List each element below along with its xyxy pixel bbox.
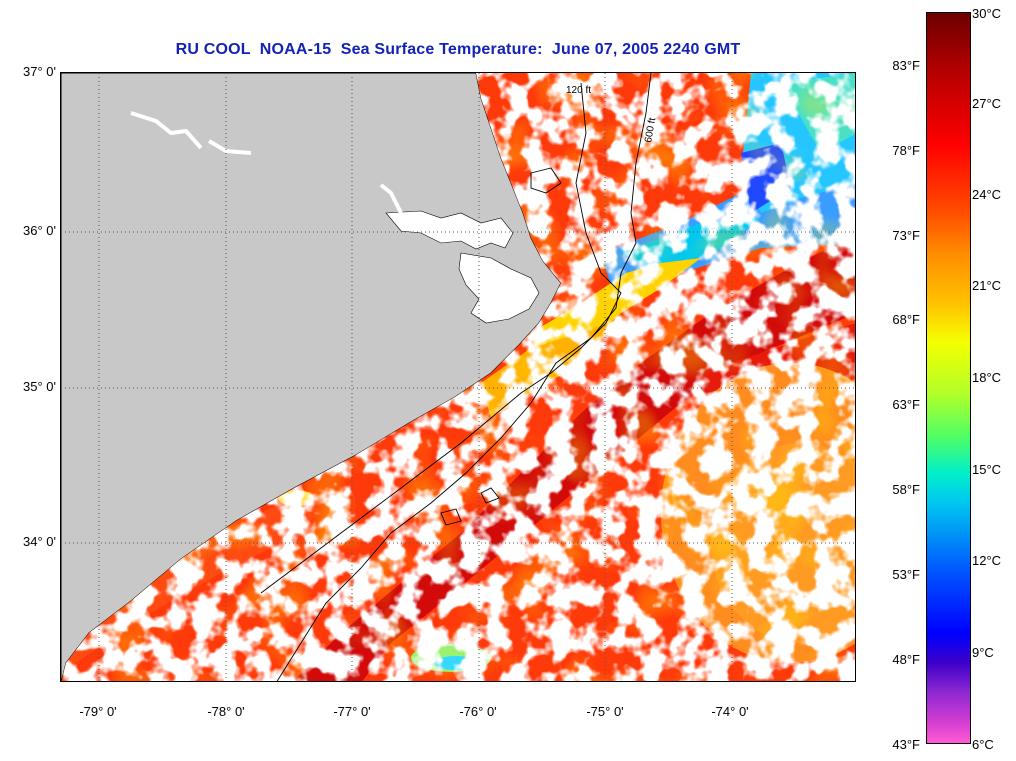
longitude-label-78: -78° 0'	[207, 704, 245, 719]
sst-map: 120 ft 600 ft	[60, 72, 856, 682]
longitude-label-79: -79° 0'	[79, 704, 117, 719]
longitude-label-75: -75° 0'	[586, 704, 624, 719]
colorbar-fahrenheit-78: 78°F	[892, 143, 920, 158]
latitude-label-36: 36° 0'	[23, 223, 56, 238]
sst-map-graphic: 120 ft 600 ft	[61, 73, 855, 681]
longitude-label-77: -77° 0'	[333, 704, 371, 719]
colorbar-celsius-15: 15°C	[972, 462, 1002, 477]
contour-label-120ft: 120 ft	[566, 85, 591, 96]
latitude-label-37: 37° 0'	[23, 64, 56, 79]
colorbar-celsius-24: 24°C	[972, 187, 1002, 202]
latitude-label-34: 34° 0'	[23, 534, 56, 549]
map-title: RU COOL NOAA-15 Sea Surface Temperature:…	[175, 41, 741, 58]
colorbar-celsius-9: 9°C	[972, 645, 994, 660]
colorbar-fahrenheit-63: 63°F	[892, 397, 920, 412]
colorbar-celsius-6: 6°C	[972, 737, 994, 752]
contour-label-600ft: 600 ft	[643, 117, 658, 144]
longitude-label-76: -76° 0'	[459, 704, 497, 719]
colorbar-fahrenheit-53: 53°F	[892, 567, 920, 582]
colorbar-fahrenheit-83: 83°F	[892, 58, 920, 73]
colorbar-celsius-27: 27°C	[972, 96, 1002, 111]
bathymetry-contours	[260, 73, 652, 681]
graticule	[61, 73, 855, 681]
colorbar-celsius-21: 21°C	[972, 278, 1002, 293]
colorbar-celsius-30: 30°C	[972, 6, 1002, 21]
river-branch	[130, 111, 403, 214]
colorbar-fahrenheit-58: 58°F	[892, 482, 920, 497]
longitude-label-74: -74° 0'	[711, 704, 749, 719]
colorbar-fahrenheit-68: 68°F	[892, 312, 920, 327]
colorbar-celsius-12: 12°C	[972, 553, 1002, 568]
colorbar-celsius-18: 18°C	[972, 370, 1002, 385]
albemarle-sound	[385, 210, 514, 250]
colorbar-fahrenheit-73: 73°F	[892, 228, 920, 243]
colorbar-fahrenheit-48: 48°F	[892, 652, 920, 667]
latitude-label-35: 35° 0'	[23, 379, 56, 394]
colorbar-fahrenheit-43: 43°F	[892, 737, 920, 752]
temperature-colorbar	[926, 12, 971, 744]
